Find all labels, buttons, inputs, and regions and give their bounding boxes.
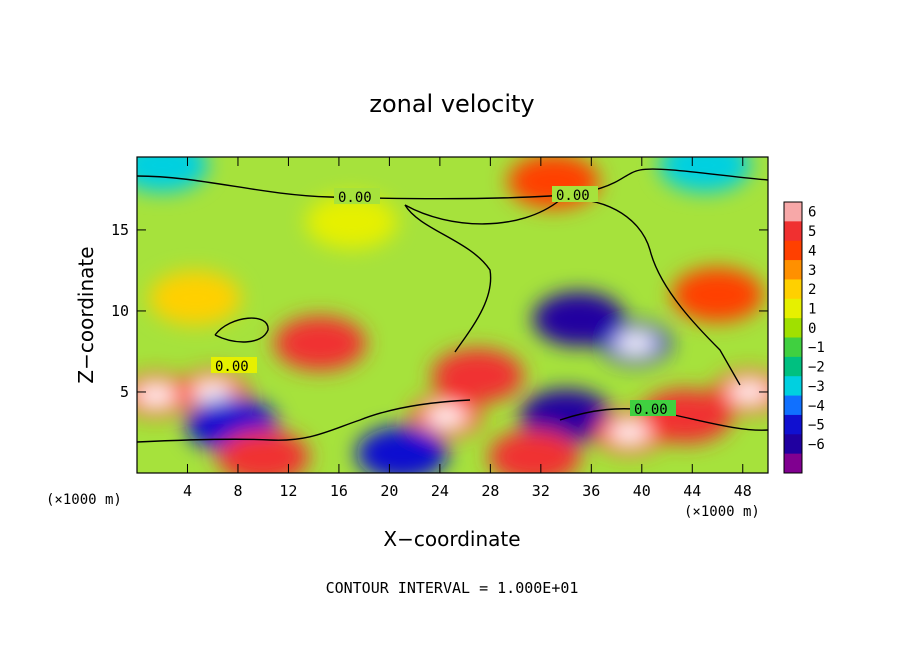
field-feature (671, 267, 764, 322)
field-feature-core (608, 422, 650, 443)
colorbar-swatch (784, 395, 802, 416)
colorbar-tick-label: 4 (808, 243, 816, 259)
x-tick-label: 24 (431, 482, 449, 500)
field-feature-core (728, 381, 768, 403)
colorbar-swatch (784, 318, 802, 338)
colorbar-swatch (784, 414, 802, 435)
x-tick-label: 20 (380, 482, 398, 500)
y-tick-label: 10 (111, 302, 129, 320)
colorbar-tick-label: −1 (808, 340, 825, 356)
zero-contour-line (404, 198, 741, 386)
x-axis: 4 8 12 16 20 24 28 32 36 40 44 48 (183, 157, 752, 500)
colorbar-tick-label: 0 (808, 321, 816, 337)
x-unit-right: (×1000 m) (684, 504, 760, 520)
contour-label-1: 0.00 (338, 190, 372, 206)
field-feature (305, 194, 398, 250)
field-feature (149, 270, 241, 326)
colorbar: 6 5 4 3 2 1 0 −1 −2 −3 −4 −5 −6 (783, 201, 825, 474)
field-feature (356, 426, 448, 473)
y-tick-label: 5 (120, 383, 129, 401)
x-axis-title: X−coordinate (383, 527, 520, 551)
plot-frame (136, 156, 769, 474)
zero-contour-line (137, 168, 768, 200)
x-unit-left: (×1000 m) (46, 492, 122, 508)
contour-label-3: 0.00 (215, 359, 249, 375)
colorbar-swatch (784, 260, 802, 280)
velocity-field (137, 157, 768, 473)
colorbar-tick-label: 6 (808, 205, 816, 221)
colorbar-swatch (784, 298, 802, 319)
colorbar-swatch (784, 356, 802, 377)
field-feature-core (191, 381, 234, 403)
zero-contours (137, 168, 768, 443)
x-tick-label: 12 (279, 482, 297, 500)
field-feature (488, 429, 581, 473)
zero-contour-line (137, 399, 471, 443)
contour-label-2: 0.00 (556, 188, 590, 204)
zero-contour-line (404, 204, 492, 353)
field-feature (659, 157, 751, 193)
x-tick-label: 28 (481, 482, 499, 500)
field-feature (217, 429, 310, 473)
field-feature (520, 389, 612, 444)
colorbar-swatch (784, 337, 802, 358)
x-tick-label: 8 (233, 482, 242, 500)
colorbar-tick-label: −6 (808, 437, 825, 453)
y-axis: 5 10 15 (111, 221, 768, 401)
field-feature (532, 291, 625, 347)
colorbar-tick-label: 3 (808, 263, 816, 279)
field-feature-core (425, 405, 467, 427)
x-tick-label: 36 (582, 482, 600, 500)
x-tick-label: 48 (734, 482, 752, 500)
x-tick-label: 4 (183, 482, 192, 500)
colorbar-swatch (784, 376, 802, 397)
contour-labels: 0.00 0.00 0.00 0.00 (211, 186, 676, 418)
contour-interval-note: CONTOUR INTERVAL = 1.000E+01 (326, 579, 579, 597)
colorbar-swatch (784, 240, 802, 261)
x-tick-label: 16 (330, 482, 348, 500)
field-feature-core (137, 384, 177, 406)
x-tick-label: 44 (683, 482, 701, 500)
field-feature (137, 157, 209, 193)
colorbar-swatch (784, 434, 802, 455)
colorbar-swatch (784, 221, 802, 242)
colorbar-tick-label: −4 (808, 398, 825, 414)
field-feature-core (614, 332, 657, 354)
x-tick-label: 32 (532, 482, 550, 500)
colorbar-swatch (784, 453, 802, 474)
colorbar-tick-label: 2 (808, 282, 816, 298)
plot-area (136, 156, 769, 474)
colorbar-tick-label: −3 (808, 379, 825, 395)
x-tick-label: 40 (633, 482, 651, 500)
colorbar-frame (783, 201, 803, 474)
zero-contour-line (214, 317, 269, 343)
colorbar-swatch (784, 202, 802, 222)
colorbar-tick-label: −5 (808, 418, 825, 434)
y-tick-label: 15 (111, 221, 129, 239)
colorbar-tick-label: 5 (808, 224, 816, 240)
colorbar-tick-label: 1 (808, 301, 816, 317)
chart-title: zonal velocity (369, 90, 534, 118)
contour-label-4: 0.00 (634, 402, 668, 418)
colorbar-tick-label: −2 (808, 360, 825, 376)
y-axis-title: Z−coordinate (74, 246, 98, 383)
field-feature (431, 348, 524, 403)
colorbar-swatch (784, 279, 802, 300)
field-feature (274, 316, 366, 371)
